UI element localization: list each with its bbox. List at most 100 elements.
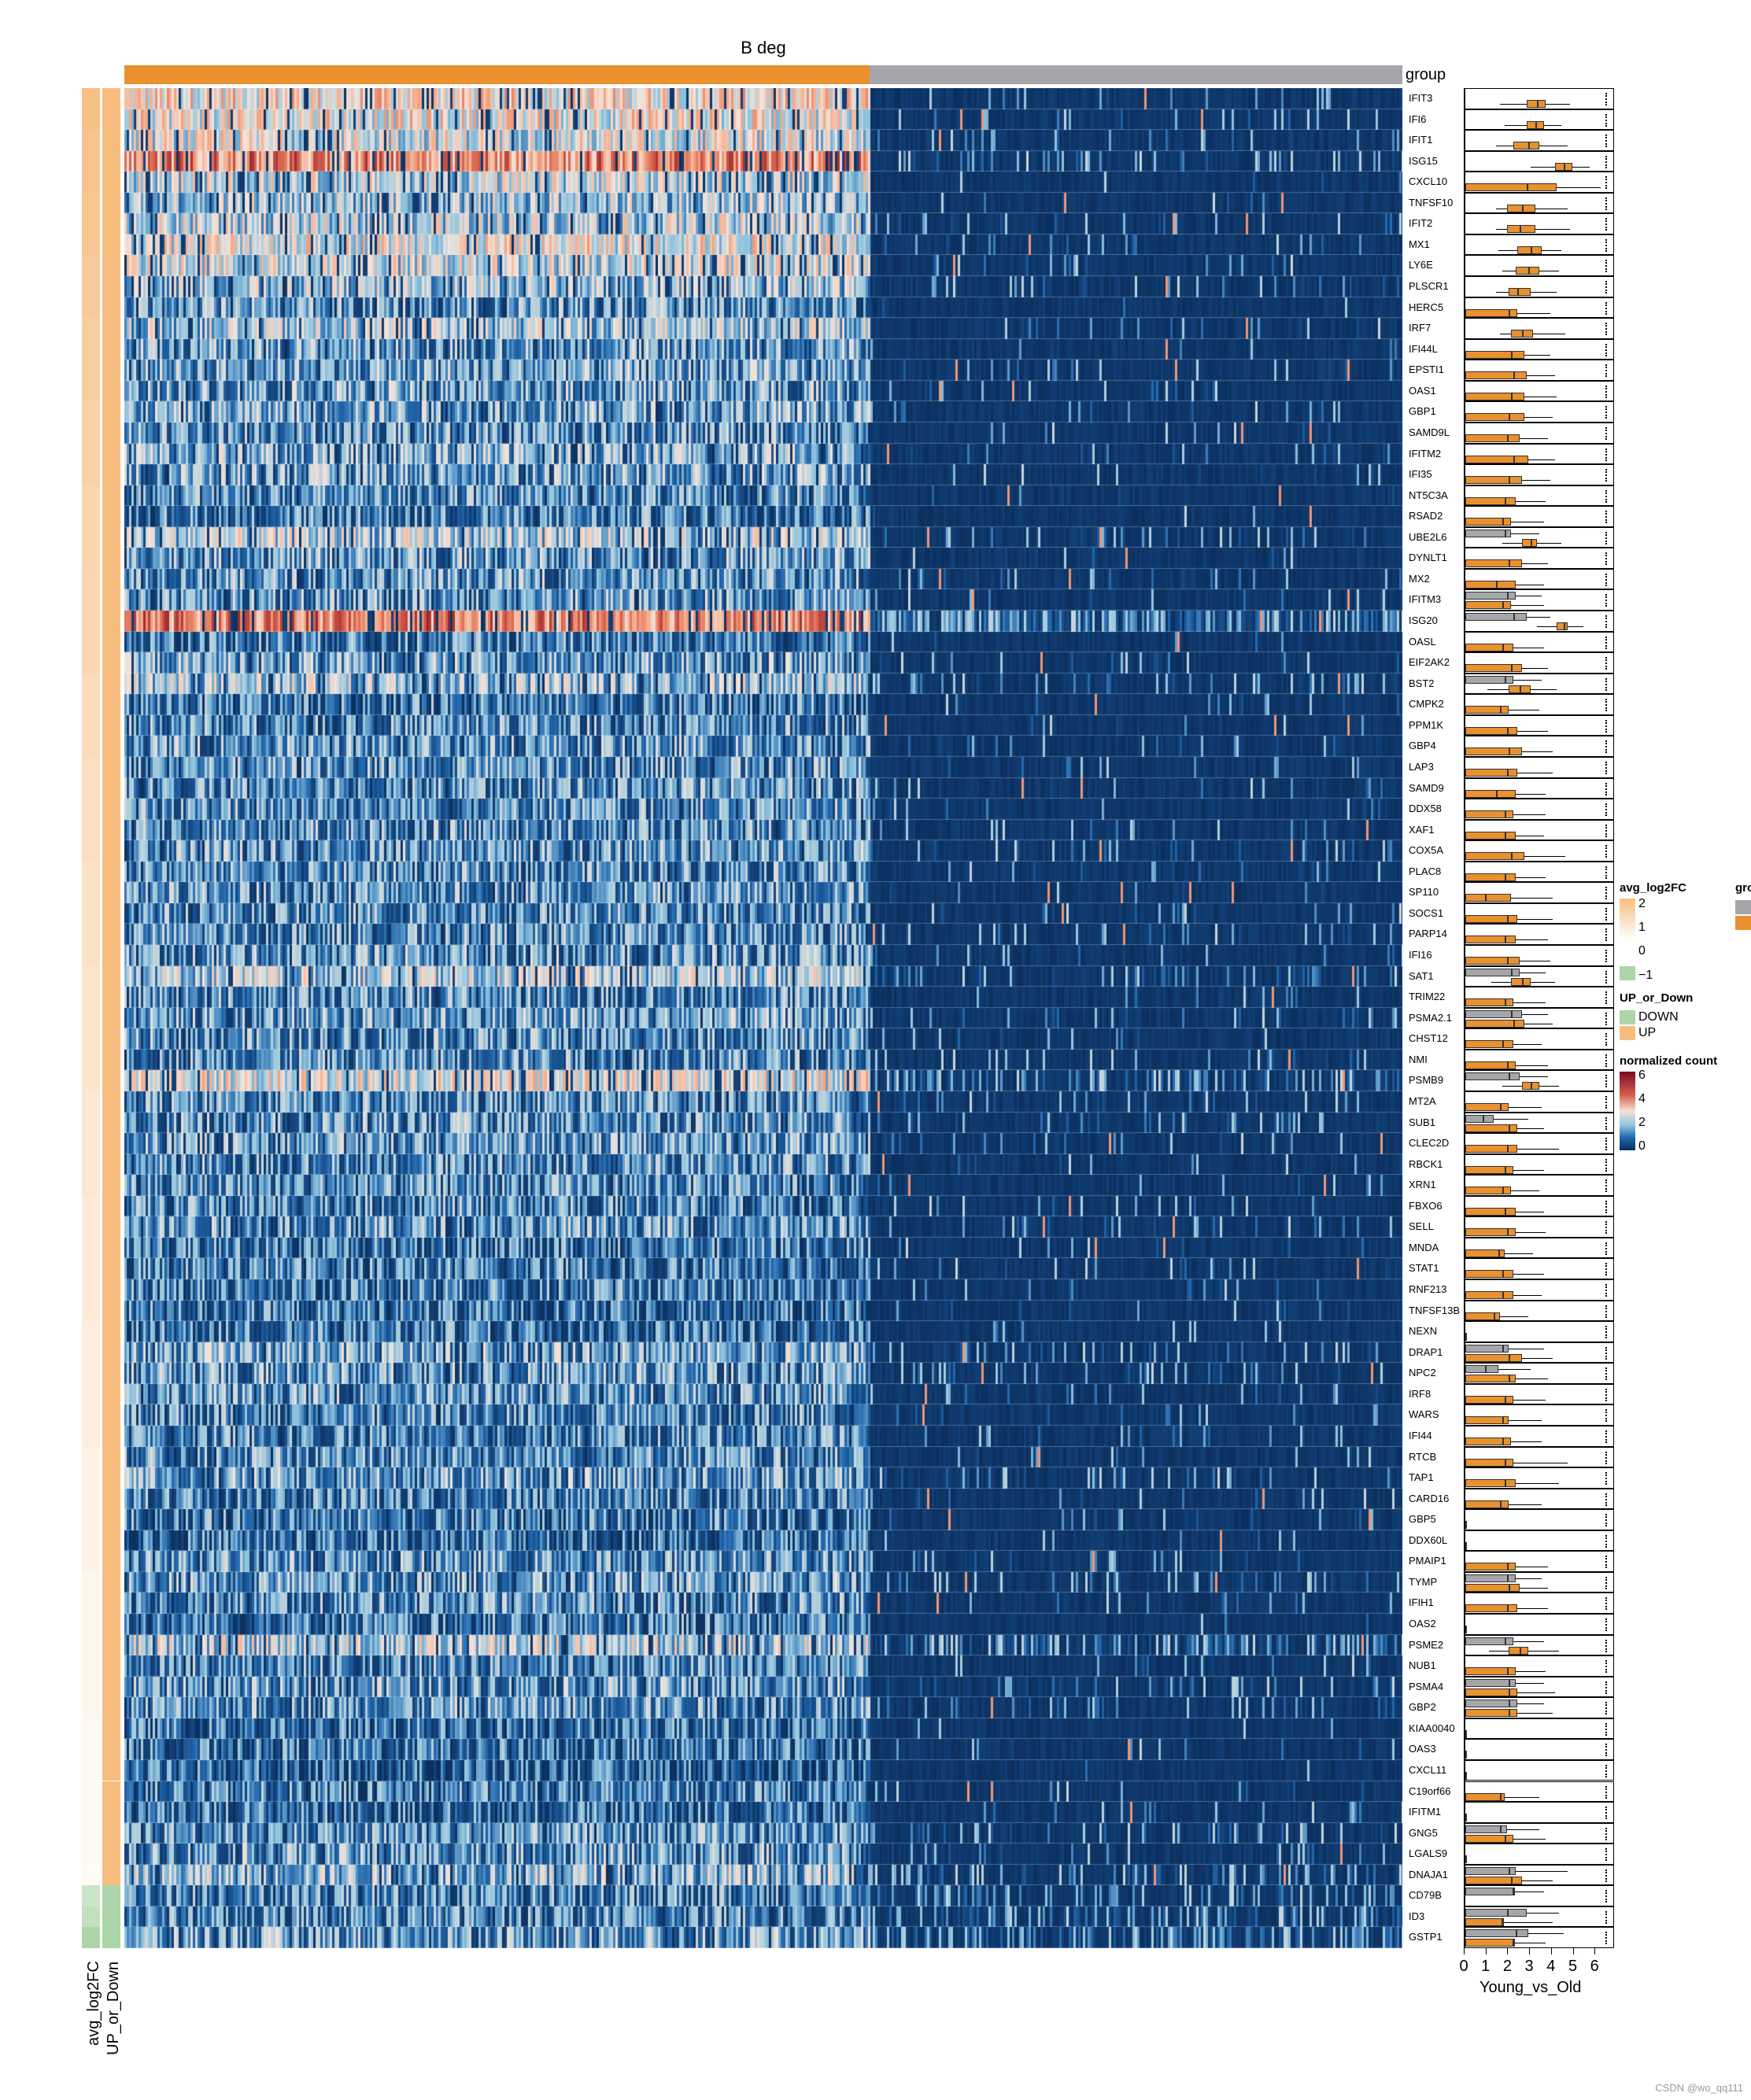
up-or-down-cell [102,1279,120,1301]
boxplot-box [1465,1751,1467,1759]
boxplot-row [1465,422,1614,444]
up-or-down-cell [102,1070,120,1091]
up-or-down-cell [102,924,120,946]
boxplot-row [1465,1488,1614,1510]
boxplot-row [1465,1049,1614,1071]
outlier-dots [1605,1639,1609,1652]
gene-label: ID3 [1409,1910,1425,1922]
boxplot-box [1465,1876,1523,1884]
gene-label: PSME2 [1409,1638,1444,1651]
legend-tick: 4 [1638,1092,1646,1105]
up-or-down-cell [102,902,120,925]
avg-log2fc-cell [82,799,100,820]
boxplot-row [1465,192,1614,214]
up-or-down-cell [102,88,120,109]
up-or-down-cell [102,861,120,883]
boxplot-box [1465,308,1518,317]
boxplot-row [1465,318,1614,339]
outlier-dots [1605,1910,1609,1924]
up-or-down-cell [102,1614,120,1635]
up-or-down-cell [102,965,120,987]
up-or-down-cell [102,443,120,465]
boxplot-row [1465,1279,1614,1301]
boxplot-row [1465,1655,1614,1677]
outlier-dots [1605,1305,1609,1318]
boxplot-row [1465,1906,1614,1928]
outlier-dots [1605,1012,1609,1025]
outlier-dots [1605,1075,1609,1088]
outlier-dots [1605,615,1609,629]
axis-tick-label: 1 [1481,1958,1491,1975]
gene-label: COX5A [1409,844,1444,857]
boxplot-box [1465,1009,1523,1018]
gene-label: EIF2AK2 [1409,656,1450,669]
boxplot-box [1465,894,1512,902]
avg-log2fc-cell [82,1028,100,1050]
gene-label: CMPK2 [1409,698,1444,710]
boxplot-box [1465,1574,1516,1582]
gene-label: NPC2 [1409,1367,1436,1379]
boxplot-box [1511,330,1533,338]
up-or-down-cell [102,1404,120,1426]
outlier-dots [1605,1848,1609,1862]
boxplot-row [1465,1446,1614,1468]
boxplot-row [1465,338,1614,360]
avg-log2fc-cell [82,861,100,883]
outlier-dots [1605,970,1609,984]
outlier-dots [1605,448,1609,461]
boxplot-row [1465,631,1614,653]
gene-label: XRN1 [1409,1179,1436,1191]
gene-label: SAT1 [1409,969,1434,982]
outlier-dots [1605,1179,1609,1193]
outlier-dots [1605,1221,1609,1235]
boxplot-box [1509,1646,1529,1655]
boxplot-row [1465,1802,1614,1823]
boxplot-box [1465,664,1523,673]
outlier-dots [1605,950,1609,963]
boxplot-box [1515,267,1540,275]
axis-tick [1550,1948,1552,1954]
boxplot-row [1465,1091,1614,1113]
avg-log2fc-cell [82,338,100,360]
avg-log2fc-cell [82,1822,100,1844]
avg-log2fc-cell [82,1049,100,1071]
boxplot-box [1465,968,1520,976]
boxplot-row [1465,88,1614,109]
legend-tick: 2 [1638,897,1646,910]
axis-tick [1572,1948,1574,1954]
avg-log2fc-cell [82,1342,100,1364]
boxplot-row [1465,799,1614,820]
outlier-dots [1605,364,1609,378]
boxplot-box [1465,1866,1516,1875]
gene-label: NEXN [1409,1325,1438,1338]
up-or-down-cell [102,318,120,339]
legend-up-label: UP [1638,1026,1657,1039]
avg-log2fc-cell [82,1258,100,1279]
outlier-dots [1605,1116,1609,1130]
boxplot-box [1465,1825,1507,1833]
gene-label: IFIH1 [1409,1596,1434,1609]
boxplot-row [1465,1216,1614,1238]
boxplot-row [1465,255,1614,277]
boxplot-box [1465,1102,1509,1111]
avg-log2fc-cell [82,902,100,925]
up-or-down-cell [102,756,120,778]
boxplot-box [1506,204,1535,212]
gene-label: PMAIP1 [1409,1555,1446,1567]
gene-label: OAS3 [1409,1743,1436,1755]
up-or-down-cell [102,1551,120,1572]
avg-log2fc-cell [82,1906,100,1928]
outlier-dots [1605,1054,1609,1067]
up-or-down-cell [102,109,120,131]
gene-label: PSMA2.1 [1409,1011,1452,1024]
boxplot-box [1465,1563,1516,1571]
outlier-dots [1605,991,1609,1005]
up-or-down-cell [102,819,120,841]
outlier-dots [1605,677,1609,691]
outlier-dots [1605,1388,1609,1401]
boxplot-box [1465,852,1524,861]
gene-label: RSAD2 [1409,510,1443,522]
boxplot-row [1465,1342,1614,1364]
boxplot-box [1465,726,1518,735]
gene-label: OAS1 [1409,384,1436,397]
